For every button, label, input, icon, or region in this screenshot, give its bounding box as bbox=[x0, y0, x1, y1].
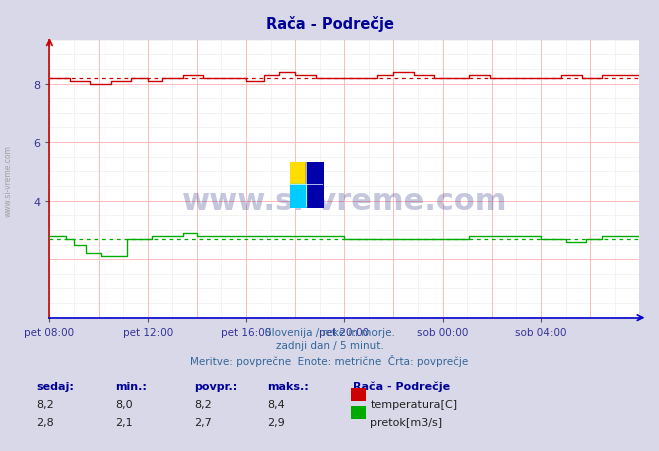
Text: 2,7: 2,7 bbox=[194, 417, 212, 427]
Text: pretok[m3/s]: pretok[m3/s] bbox=[370, 417, 442, 427]
Text: 2,1: 2,1 bbox=[115, 417, 133, 427]
Text: maks.:: maks.: bbox=[267, 381, 308, 391]
Text: 8,4: 8,4 bbox=[267, 399, 285, 409]
Text: 2,9: 2,9 bbox=[267, 417, 285, 427]
Text: povpr.:: povpr.: bbox=[194, 381, 238, 391]
Text: zadnji dan / 5 minut.: zadnji dan / 5 minut. bbox=[275, 341, 384, 350]
Text: 8,2: 8,2 bbox=[194, 399, 212, 409]
Text: www.si-vreme.com: www.si-vreme.com bbox=[3, 144, 13, 216]
Text: Rača - Podrečje: Rača - Podrečje bbox=[266, 16, 393, 32]
Text: 8,0: 8,0 bbox=[115, 399, 133, 409]
Text: temperatura[C]: temperatura[C] bbox=[370, 399, 457, 409]
Text: 8,2: 8,2 bbox=[36, 399, 54, 409]
Text: 2,8: 2,8 bbox=[36, 417, 54, 427]
Text: www.si-vreme.com: www.si-vreme.com bbox=[182, 187, 507, 216]
Text: sedaj:: sedaj: bbox=[36, 381, 74, 391]
Text: Meritve: povprečne  Enote: metrične  Črta: povprečje: Meritve: povprečne Enote: metrične Črta:… bbox=[190, 354, 469, 366]
Text: Rača - Podrečje: Rača - Podrečje bbox=[353, 381, 449, 391]
Text: Slovenija / reke in morje.: Slovenija / reke in morje. bbox=[264, 327, 395, 337]
Text: min.:: min.: bbox=[115, 381, 147, 391]
